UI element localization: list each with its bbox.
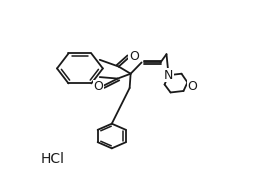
Text: N: N — [164, 69, 173, 82]
Text: HCl: HCl — [41, 152, 65, 166]
Text: O: O — [129, 50, 139, 63]
Text: O: O — [94, 80, 103, 93]
Text: O: O — [187, 80, 197, 93]
